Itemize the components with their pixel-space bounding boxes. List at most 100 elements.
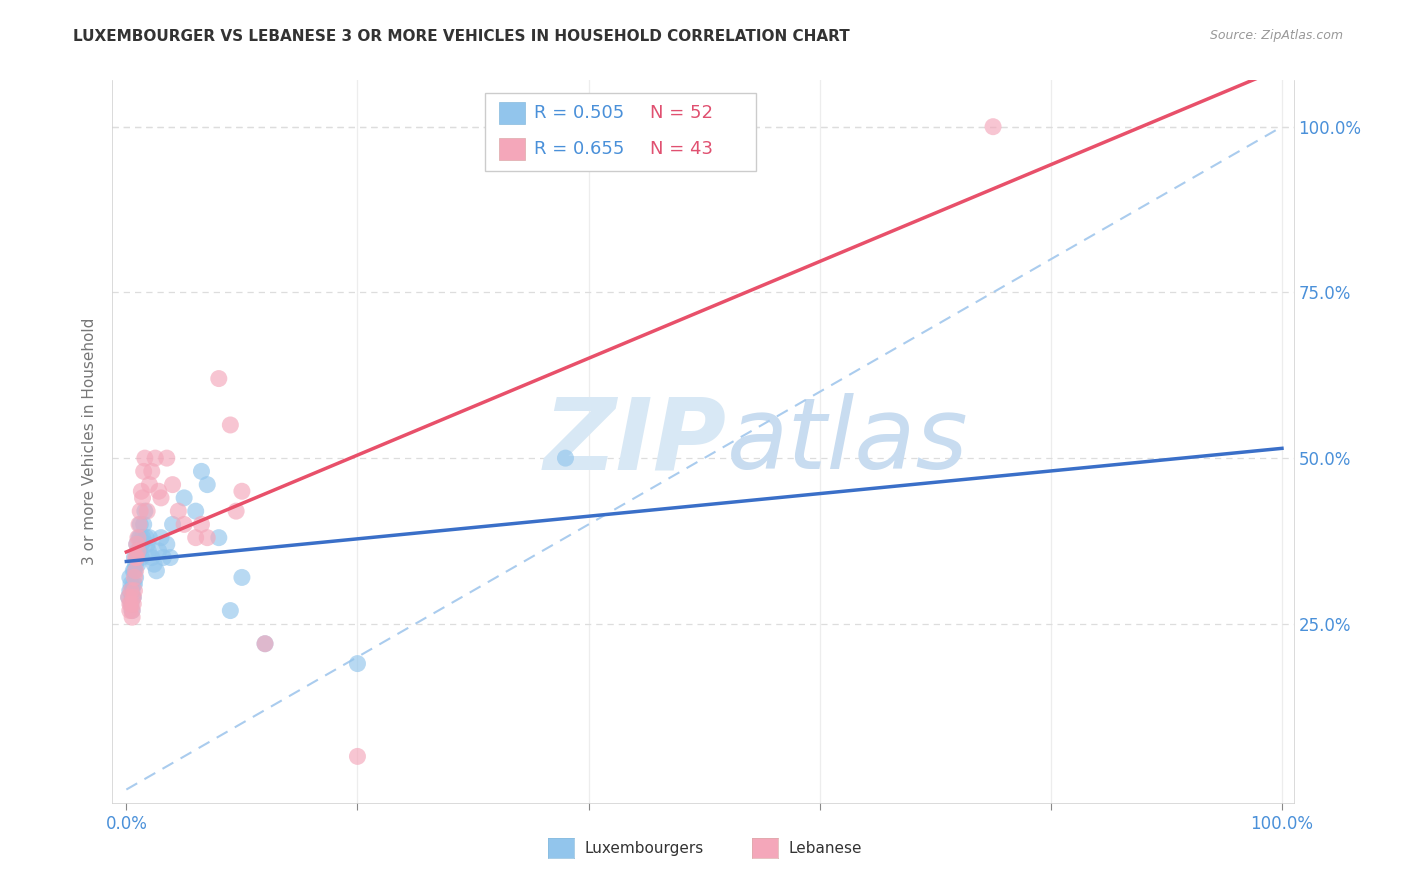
Point (128, 531, 150, 545)
Point (120, 597, 142, 611)
Point (148, 544, 170, 558)
Point (231, 484, 253, 499)
Point (120, 583, 142, 598)
Point (124, 577, 146, 591)
Text: R = 0.505: R = 0.505 (534, 103, 624, 122)
Point (138, 531, 160, 545)
Point (195, 531, 218, 545)
Point (128, 517, 150, 532)
Point (122, 577, 145, 591)
FancyBboxPatch shape (485, 93, 756, 170)
Point (136, 504, 159, 518)
Point (132, 464, 155, 478)
Point (127, 531, 149, 545)
Point (346, 657, 368, 671)
Point (118, 603, 141, 617)
Text: Luxembourgers: Luxembourgers (585, 841, 704, 855)
Point (141, 464, 163, 478)
Point (131, 491, 153, 505)
Point (150, 491, 173, 505)
Point (134, 451, 156, 466)
Point (231, 570, 253, 584)
Text: LUXEMBOURGER VS LEBANESE 3 OR MORE VEHICLES IN HOUSEHOLD CORRELATION CHART: LUXEMBOURGER VS LEBANESE 3 OR MORE VEHIC… (73, 29, 849, 45)
Point (173, 491, 195, 505)
Point (143, 451, 166, 466)
Point (121, 603, 143, 617)
Point (127, 544, 149, 558)
Point (143, 557, 166, 571)
Point (129, 504, 152, 518)
Point (141, 550, 163, 565)
Text: Lebanese: Lebanese (789, 841, 862, 855)
Point (195, 477, 218, 491)
Point (124, 564, 146, 578)
Text: atlas: atlas (727, 393, 969, 490)
FancyBboxPatch shape (499, 138, 524, 160)
Point (162, 517, 184, 532)
Point (190, 517, 212, 532)
Point (118, 597, 141, 611)
Point (131, 550, 153, 565)
Point (219, 417, 242, 432)
Point (131, 531, 153, 545)
Point (120, 577, 142, 591)
Point (125, 537, 148, 551)
Point (159, 550, 181, 565)
Text: R = 0.655: R = 0.655 (534, 140, 624, 158)
Point (184, 531, 207, 545)
Point (118, 591, 141, 605)
Point (150, 531, 173, 545)
Point (122, 591, 145, 605)
Point (346, 749, 368, 764)
Point (124, 557, 146, 571)
Point (253, 637, 276, 651)
Point (124, 550, 146, 565)
Point (148, 484, 170, 499)
Point (208, 531, 231, 545)
Point (118, 583, 141, 598)
Point (125, 550, 148, 565)
Point (167, 504, 190, 518)
Point (127, 544, 149, 558)
Text: ZIP: ZIP (544, 393, 727, 490)
Point (136, 544, 159, 558)
Point (118, 591, 141, 605)
Point (184, 504, 207, 518)
Point (219, 603, 242, 617)
Point (122, 564, 145, 578)
Point (135, 531, 157, 545)
Point (225, 504, 247, 518)
Point (162, 477, 184, 491)
Point (156, 451, 179, 466)
Point (156, 537, 179, 551)
Point (208, 371, 231, 385)
Point (152, 550, 174, 565)
Point (131, 484, 153, 499)
Point (124, 583, 146, 598)
Point (129, 517, 152, 532)
Point (120, 597, 142, 611)
Text: N = 43: N = 43 (650, 140, 713, 158)
Point (124, 570, 146, 584)
Point (134, 504, 156, 518)
Point (145, 564, 167, 578)
Point (121, 610, 143, 624)
Point (118, 570, 141, 584)
Text: N = 52: N = 52 (650, 103, 713, 122)
Point (190, 464, 212, 478)
Text: Source: ZipAtlas.com: Source: ZipAtlas.com (1209, 29, 1343, 43)
Point (554, 451, 576, 466)
Point (131, 537, 153, 551)
Point (122, 591, 145, 605)
Point (136, 537, 159, 551)
Point (138, 477, 160, 491)
Point (121, 583, 143, 598)
Point (121, 603, 143, 617)
Point (128, 544, 150, 558)
Point (173, 517, 195, 532)
Point (124, 550, 146, 565)
FancyBboxPatch shape (499, 102, 524, 124)
Point (981, 120, 1004, 134)
Point (125, 537, 148, 551)
Point (127, 557, 149, 571)
